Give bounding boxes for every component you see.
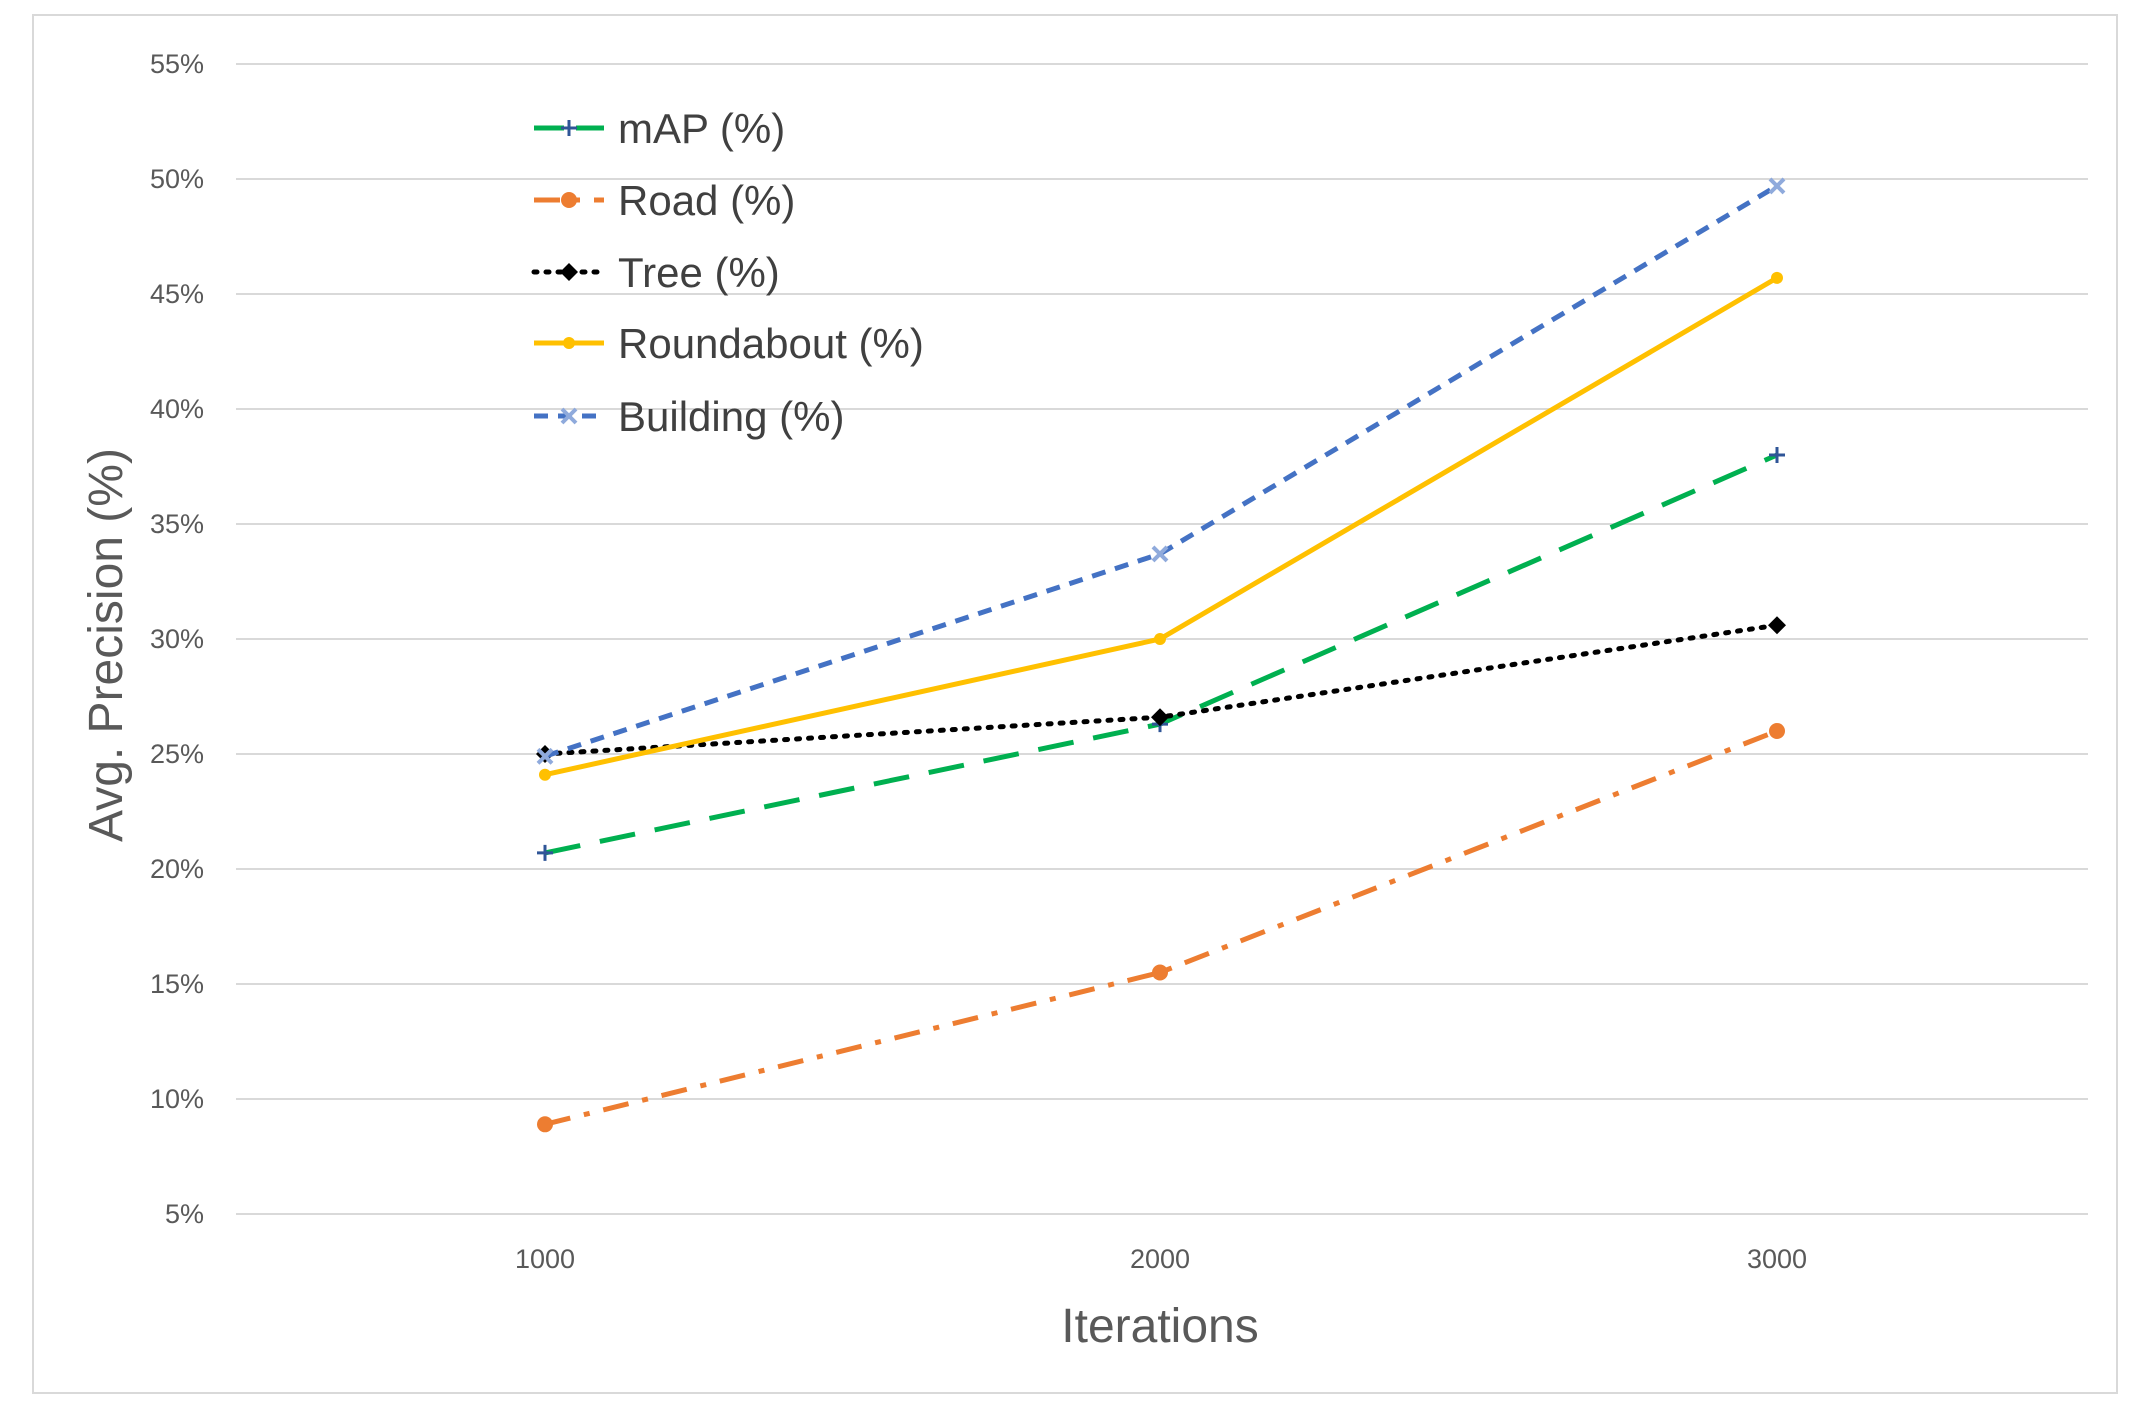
data-point-road (1769, 723, 1785, 739)
y-axis-title: Avg. Precision (%) (80, 448, 133, 842)
y-tick-label: 45% (150, 279, 204, 309)
data-point-building (1151, 545, 1169, 563)
x-tick-label: 3000 (1747, 1244, 1807, 1274)
series-roundabout (539, 271, 1783, 781)
legend-marker (560, 407, 578, 425)
legend-label: Road (%) (618, 177, 795, 224)
legend-label: mAP (%) (618, 105, 785, 152)
y-tick-label: 15% (150, 969, 204, 999)
data-point-tree (1768, 616, 1786, 635)
y-tick-label: 10% (150, 1084, 204, 1114)
data-point-road (1152, 964, 1168, 981)
y-tick-label: 30% (150, 624, 204, 654)
y-tick-label: 55% (150, 49, 204, 79)
y-tick-labels: 5% 10% 15% 20% 25% 30% 35% 40% 45% 50% 55% (150, 49, 204, 1229)
data-point-road (537, 1116, 553, 1133)
chart-frame (32, 14, 2118, 1394)
legend-item-road: Road (%) (534, 177, 795, 224)
legend-item-tree: Tree (%) (531, 249, 780, 296)
legend-label: Roundabout (%) (618, 320, 924, 367)
gridlines (236, 63, 2088, 1215)
y-tick-label: 50% (150, 164, 204, 194)
y-tick-label: 40% (150, 394, 204, 424)
legend-marker (560, 263, 578, 281)
data-point-roundabout (539, 768, 551, 781)
x-tick-labels: 1000 2000 3000 (515, 1244, 1807, 1274)
data-point-roundabout (1154, 633, 1166, 645)
series-line-map (544, 452, 1778, 856)
legend-item-roundabout: Roundabout (%) (534, 320, 924, 367)
series-road (537, 723, 1785, 1133)
x-tick-label: 1000 (515, 1244, 575, 1274)
legend-marker (561, 192, 577, 208)
series-line-road (544, 728, 1778, 1127)
legend-label: Tree (%) (618, 249, 780, 296)
data-point-building (1768, 177, 1786, 195)
y-tick-label: 20% (150, 854, 204, 884)
series-building (536, 177, 1786, 765)
legend-item-building: Building (%) (534, 393, 844, 440)
y-tick-label: 35% (150, 509, 204, 539)
x-tick-label: 2000 (1130, 1244, 1190, 1274)
series-layer (536, 177, 1786, 1133)
x-axis-title: Iterations (1061, 1300, 1258, 1353)
data-point-map (1769, 447, 1785, 463)
data-point-tree (1151, 708, 1169, 727)
legend: mAP (%) Road (%) Tree (%) Roundabout (%) Bui… (531, 105, 924, 440)
legend-item-map: mAP (%) (534, 105, 785, 152)
legend-label: Building (%) (618, 393, 844, 440)
data-point-roundabout (1771, 271, 1783, 284)
y-tick-label: 25% (150, 739, 204, 769)
data-point-building (536, 747, 554, 765)
data-point-map (537, 844, 553, 861)
legend-marker (563, 337, 575, 349)
y-tick-label: 5% (165, 1199, 204, 1229)
legend-marker (561, 120, 577, 136)
